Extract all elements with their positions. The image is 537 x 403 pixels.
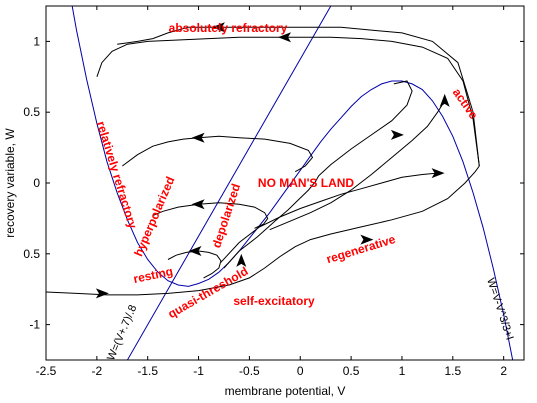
arrow-layer [95,22,450,299]
x-tick-label: 1.5 [444,364,461,378]
y-tick-label: 0.5 [23,105,40,119]
direction-arrow-4 [191,132,205,143]
x-tick-label: -2.5 [36,364,57,378]
annotation-no-mans-land: NO MAN'S LAND [258,176,355,190]
x-tick-label: -1.5 [137,364,158,378]
direction-arrow-2 [211,22,225,33]
trajectory-5 [152,202,269,229]
x-tick-label: 0 [297,364,304,378]
y-tick-label: 0 [33,176,40,190]
tick-layer: -2.5 -2 -1.5 -1 -0.5 0 0.5 1 1.5 2 -1 0.5 0 0.5 1 [23,6,524,378]
x-tick-label: -1 [193,364,204,378]
x-tick-label: -0.5 [239,364,260,378]
direction-arrow-1 [95,288,109,299]
x-tick-label: -2 [92,364,103,378]
y-tick-label: 1 [33,34,40,48]
x-tick-label: 1 [399,364,406,378]
trajectory-7 [223,175,320,269]
annotation-self-excitatory: self-excitatory [233,294,315,308]
trajectory-6 [167,250,222,279]
direction-arrow-10 [360,234,374,245]
x-tick-label: 2 [500,364,507,378]
trajectory-4 [122,135,314,173]
x-tick-label: 0.5 [343,364,360,378]
y-axis-label: recovery variable, W [3,128,17,238]
trajectory-2 [117,26,480,167]
cubic-nullcline [71,6,514,360]
nullcline-layer [71,6,514,360]
annotation-absolutely-refractory: absolutely refractory [169,21,288,35]
direction-arrow-7 [431,168,445,179]
trajectory-8 [220,172,443,263]
trajectory-10 [269,100,446,231]
y-tick-label: -1 [29,318,40,332]
direction-arrow-11 [236,253,247,267]
x-axis-label: membrane potential, V [225,384,346,398]
direction-arrow-9 [439,93,450,107]
plot-area [46,6,514,360]
direction-arrow-5 [191,199,205,210]
trajectory-1 [46,165,480,296]
y-tick-label: 0.5 [23,247,40,261]
direction-arrow-3 [278,32,291,43]
linear-nullcline [126,6,332,360]
trajectory-9 [318,80,413,177]
direction-arrow-8 [390,129,404,140]
direction-arrow-6 [188,246,202,256]
